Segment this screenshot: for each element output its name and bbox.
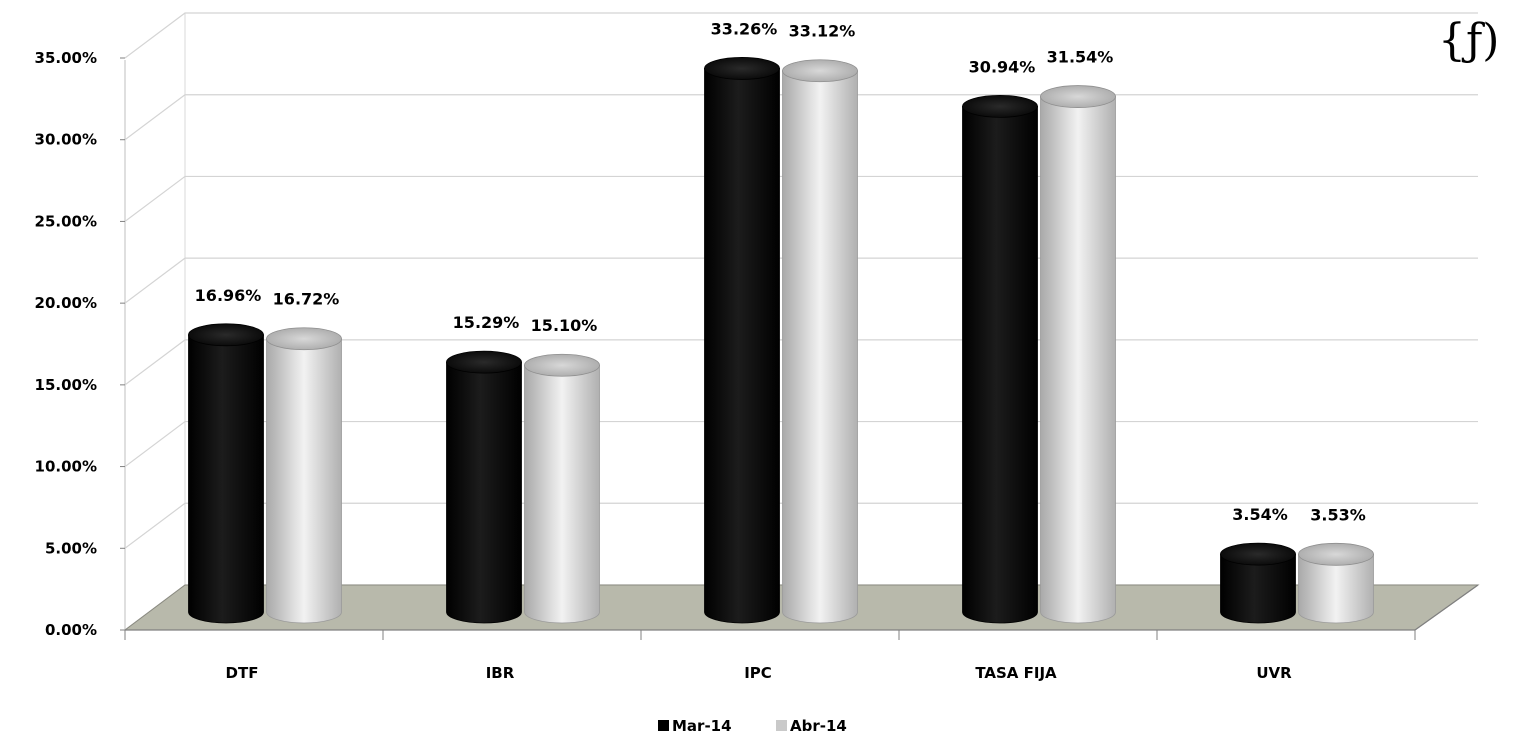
bar-abr-14-uvr — [1298, 542, 1374, 624]
y-tick-label: 0.00% — [45, 621, 97, 639]
data-label: 3.54% — [1232, 505, 1288, 524]
legend-label: Mar-14 — [672, 717, 732, 735]
bar-top — [1220, 542, 1296, 566]
bar-body — [1298, 553, 1374, 624]
axes: 0.00% 5.00% 10.00% 15.00% 20.00% 25.00% 30.00%… — [35, 49, 1479, 682]
bar-body — [446, 361, 522, 624]
bar-top — [266, 327, 342, 351]
bar-top — [704, 57, 780, 80]
bar-mar-14-ibr — [446, 350, 522, 624]
bar-top — [446, 350, 522, 374]
data-label: 3.53% — [1310, 505, 1366, 524]
legend-label: Abr-14 — [790, 717, 847, 735]
bar-mar-14-uvr — [1220, 542, 1296, 624]
bar-abr-14-ipc — [782, 59, 858, 624]
y-tick-label: 10.00% — [35, 458, 97, 476]
x-category-label: IBR — [486, 664, 515, 682]
bar-top — [782, 59, 858, 83]
y-tick-label: 30.00% — [35, 131, 97, 149]
bar-mar-14-ipc — [704, 57, 780, 624]
y-tick-label: 35.00% — [35, 49, 97, 67]
bar-body — [962, 105, 1038, 624]
y-tick-label: 25.00% — [35, 212, 97, 230]
bar-mar-14-tasa-fija — [962, 94, 1038, 624]
logo-brand: {ƒ) — [1438, 15, 1499, 66]
legend-swatch — [776, 720, 787, 731]
floor-right-edge — [1414, 584, 1479, 631]
bar-top — [1040, 85, 1116, 108]
data-label: 16.96% — [195, 286, 262, 305]
x-category-label: UVR — [1256, 664, 1292, 682]
legend-swatch — [658, 720, 669, 731]
bar-body — [782, 70, 858, 624]
data-label: 30.94% — [969, 57, 1036, 76]
y-tick-label: 20.00% — [35, 294, 97, 312]
bars — [188, 57, 1374, 624]
data-label: 15.29% — [453, 313, 520, 332]
bar-mar-14-dtf — [188, 323, 264, 624]
gridline — [124, 12, 1478, 59]
data-label: 33.26% — [711, 19, 778, 38]
bar-body — [704, 68, 780, 624]
bar-abr-14-tasa-fija — [1040, 85, 1116, 624]
data-label: 31.54% — [1047, 48, 1114, 67]
x-category-label: DTF — [226, 664, 259, 682]
bar-top — [188, 323, 264, 347]
bar-body — [1040, 96, 1116, 624]
y-tick-label: 15.00% — [35, 376, 97, 394]
data-label: 15.10% — [531, 316, 598, 335]
data-labels: 16.96% 15.29% 33.26% 30.94% 3.54% 16.72% 15.10… — [195, 19, 1366, 524]
x-category-label: TASA FIJA — [975, 664, 1057, 682]
bar-top — [1298, 542, 1374, 566]
bar-body — [188, 334, 264, 624]
bar-body — [266, 338, 342, 624]
data-label: 16.72% — [273, 290, 340, 309]
bar-abr-14-ibr — [524, 353, 600, 624]
bar-top — [524, 353, 600, 377]
bar-body — [524, 364, 600, 624]
y-tick-label: 5.00% — [45, 539, 97, 557]
legend: Mar-14 Abr-14 — [658, 717, 847, 735]
x-category-label: IPC — [744, 664, 772, 682]
bar-body — [1220, 553, 1296, 624]
bar-top — [962, 94, 1038, 118]
chart-walls — [124, 13, 186, 630]
data-label: 33.12% — [789, 22, 856, 41]
bar-abr-14-dtf — [266, 327, 342, 624]
